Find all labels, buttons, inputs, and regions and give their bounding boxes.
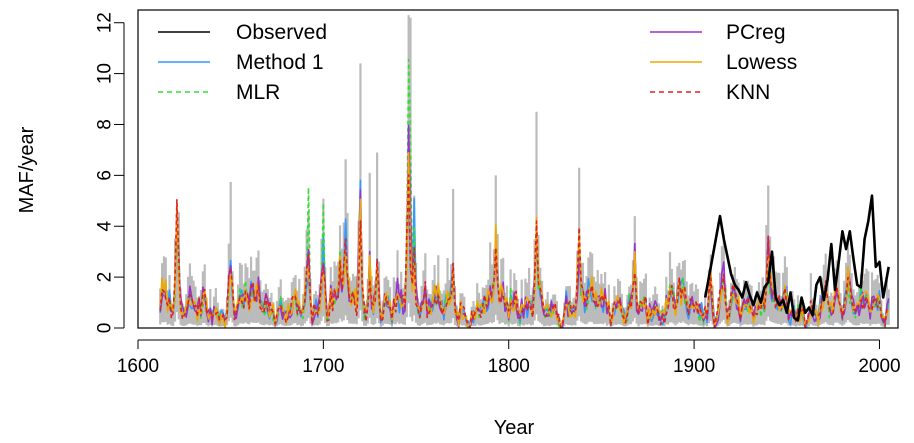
- x-axis-title: Year: [494, 417, 535, 439]
- series-line-observed: [703, 194, 890, 322]
- x-tick-label: 1900: [673, 356, 715, 377]
- x-tick-label: 2000: [858, 356, 900, 377]
- series-layer: [159, 58, 890, 329]
- y-axis: 0 2 4 6 8 10 12: [95, 12, 125, 334]
- y-tick-label: 0: [95, 323, 116, 334]
- series-line-knn: [159, 174, 889, 329]
- legend-label: KNN: [726, 81, 770, 104]
- plot-frame: [137, 9, 899, 329]
- legend-label: PCreg: [726, 21, 786, 44]
- legend-label: Method 1: [236, 51, 324, 74]
- y-axis-title: MAF/year: [16, 126, 38, 213]
- y-tick-label: 10: [95, 63, 116, 84]
- x-axis: 1600 1700 1800 1900 2000: [117, 339, 901, 377]
- legend: Observed Method 1 MLR PCreg Lowess KNN: [158, 21, 797, 104]
- x-tick-label: 1600: [117, 356, 159, 377]
- y-tick-label: 6: [95, 170, 116, 181]
- y-tick-label: 2: [95, 272, 116, 283]
- y-tick-label: 12: [95, 12, 116, 33]
- y-tick-label: 8: [95, 119, 116, 130]
- legend-label: MLR: [236, 81, 280, 104]
- legend-label: Lowess: [726, 51, 797, 74]
- legend-label: Observed: [236, 21, 327, 44]
- x-tick-label: 1700: [302, 356, 344, 377]
- x-tick-label: 1800: [488, 356, 530, 377]
- y-tick-label: 4: [95, 221, 116, 232]
